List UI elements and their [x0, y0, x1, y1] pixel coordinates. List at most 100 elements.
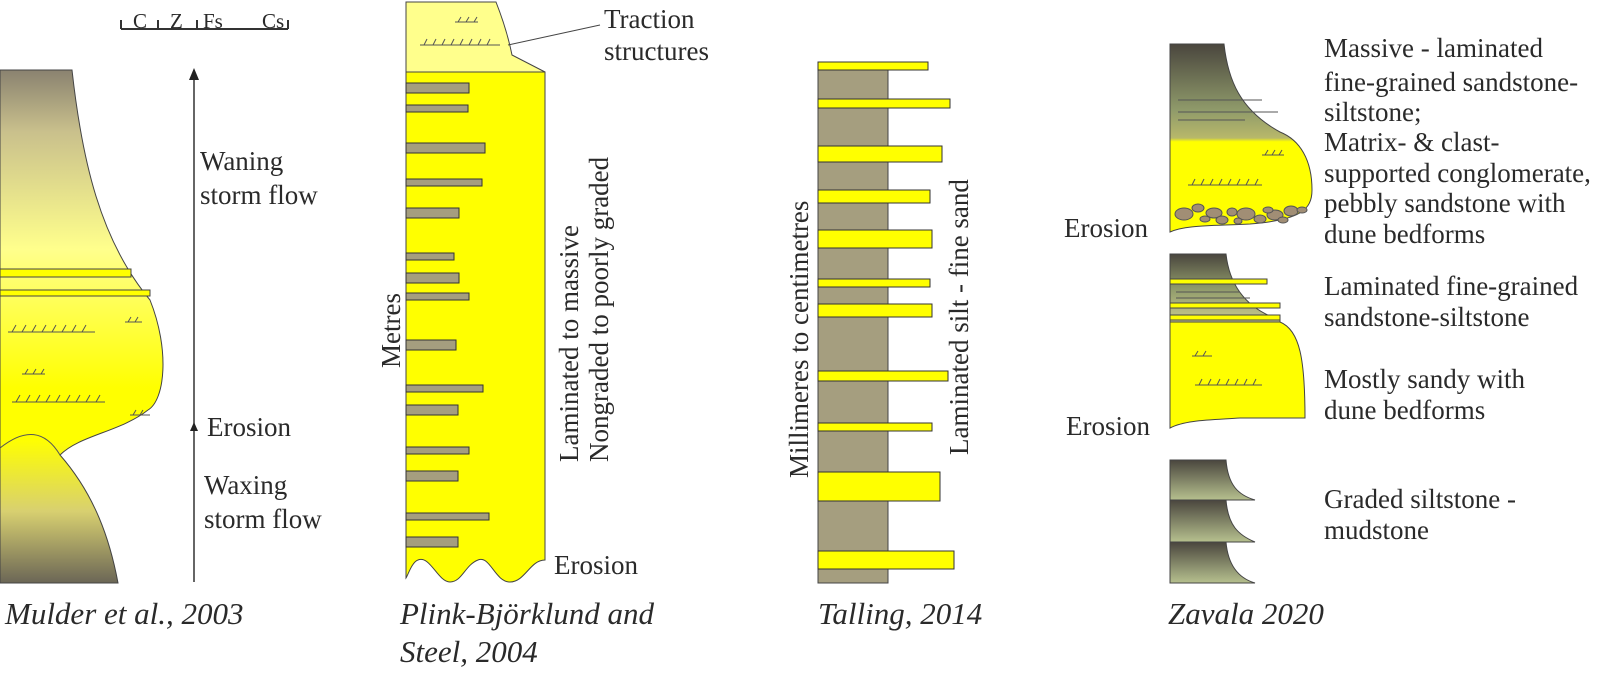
talling-scale-label: Millimeres to centimetres [784, 201, 814, 478]
talling-sand-bed [817, 61, 929, 71]
mulder-sand-lens-1 [0, 268, 132, 278]
pebble-clast [1253, 214, 1267, 224]
talling-sand-bed [817, 303, 933, 318]
zavala-column: Massive - laminated fine-grained sandsto… [1064, 33, 1591, 631]
talling-sand-bed [817, 370, 949, 382]
scale-label-fine-sand: Fs [203, 9, 223, 33]
zavala-unit1-line6: pebbly sandstone with [1324, 188, 1566, 218]
mulder-erosion-surface [0, 434, 61, 456]
talling-sand-beds [817, 61, 955, 570]
zavala-unit1-line2: fine-grained sandstone- [1324, 67, 1578, 97]
zavala-unit3-line1: Mostly sandy with [1324, 364, 1526, 394]
zavala-unit4-bed-2 [1169, 499, 1256, 543]
zavala-unit3-bed [1169, 321, 1306, 429]
talling-sand-bed [817, 471, 941, 502]
pebble-clast [1277, 216, 1289, 224]
arrow-head-icon [189, 68, 199, 80]
pebble-clast [1236, 207, 1256, 221]
waxing-label-line2: storm flow [204, 504, 322, 534]
zavala-unit2-sand-lens-1 [1169, 278, 1268, 285]
zavala-unit3-line2: dune bedforms [1324, 395, 1485, 425]
zavala-unit4-line2: mudstone [1324, 515, 1429, 545]
plink-mud-bands [405, 82, 490, 548]
zavala-unit2-bed [1169, 253, 1281, 323]
pebble-clast [1226, 207, 1238, 217]
plink-mud-band [405, 292, 470, 301]
pebble-clast [1199, 215, 1211, 223]
talling-sand-bed [817, 278, 931, 288]
plink-mud-band [405, 470, 459, 482]
plink-mud-band [405, 178, 483, 187]
talling-sand-bed [817, 145, 943, 163]
pebble-clast [1233, 217, 1243, 225]
plink-mud-band [405, 82, 470, 94]
scale-label-clay: C [133, 9, 147, 33]
plink-mud-band [405, 339, 457, 351]
pebble-clast [1283, 205, 1299, 217]
plink-traction-top [405, 1, 546, 73]
plink-mud-band [405, 207, 460, 219]
mulder-citation: Mulder et al., 2003 [4, 596, 244, 631]
plink-column: Traction structures Metres Laminated to … [376, 1, 709, 669]
zavala-unit1-bed [1169, 43, 1313, 233]
plink-mud-band [405, 404, 459, 416]
plink-mud-band [405, 142, 486, 154]
mulder-erosion-label: Erosion [207, 412, 291, 442]
talling-sand-bed [817, 98, 951, 109]
plink-mud-band [405, 536, 459, 548]
plink-traction-lamination [420, 16, 500, 46]
pebble-clast [1174, 207, 1194, 221]
pebble-clast [1262, 206, 1274, 214]
zavala-citation: Zavala 2020 [1168, 596, 1324, 631]
talling-mud-body [817, 63, 889, 584]
traction-leader-line [507, 24, 601, 46]
zavala-unit4-bed-3 [1169, 541, 1256, 584]
zavala-clasts [1174, 203, 1308, 225]
zavala-unit1-line4: Matrix- & clast- [1324, 127, 1499, 157]
talling-citation: Talling, 2014 [818, 596, 982, 631]
zavala-erosion-label-1: Erosion [1064, 213, 1148, 243]
mulder-column: C Z Fs Cs Waning storm flow Erosio [0, 9, 322, 631]
plink-citation-line1: Plink-Björklund and [399, 596, 654, 631]
plink-description-line1: Laminated to massive [554, 225, 584, 462]
talling-column: Millimeres to centimetres Laminated silt… [784, 61, 982, 631]
waning-label-line1: Waning [200, 146, 283, 176]
zavala-unit3-lamination [1192, 350, 1262, 386]
mulder-bed [0, 69, 164, 584]
talling-sand-bed [817, 550, 955, 570]
plink-description-line2: Nongraded to poorly graded [584, 156, 614, 462]
plink-mud-band [405, 252, 455, 261]
zavala-unit1-line1: Massive - laminated [1324, 33, 1543, 63]
erosion-arrow-icon [190, 422, 198, 431]
scale-label-coarse-sand: Cs [262, 9, 284, 33]
scale-label-silt: Z [170, 9, 183, 33]
zavala-unit1-line5: supported conglomerate, [1324, 158, 1591, 188]
plink-mud-band [405, 272, 460, 284]
grain-size-scale [120, 20, 289, 30]
traction-label-line2: structures [604, 36, 709, 66]
zavala-unit1-line7: dune bedforms [1324, 219, 1485, 249]
zavala-unit2-lamination [1176, 291, 1250, 299]
metres-label: Metres [376, 293, 406, 368]
talling-description-label: Laminated silt - fine sand [944, 179, 974, 455]
traction-label-line1: Traction [604, 4, 695, 34]
mulder-cross-lamination [8, 316, 150, 416]
zavala-unit2-sand-lens-2 [1169, 302, 1281, 309]
zavala-unit2-line1: Laminated fine-grained [1324, 271, 1579, 301]
zavala-unit1-line3: siltstone; [1324, 97, 1422, 127]
zavala-unit1-lamination [1178, 99, 1284, 186]
pebble-clast [1191, 203, 1205, 213]
plink-erosion-label: Erosion [554, 550, 638, 580]
zavala-unit2-line2: sandstone-siltstone [1324, 302, 1529, 332]
zavala-erosion-label-2: Erosion [1066, 411, 1150, 441]
talling-sand-bed [817, 189, 931, 204]
pebble-clast [1215, 215, 1229, 225]
zavala-unit2-sand-lens-3 [1169, 314, 1281, 321]
zavala-unit4-line1: Graded siltstone - [1324, 484, 1516, 514]
plink-mud-band [405, 104, 469, 113]
plink-mud-band [405, 512, 490, 521]
pebble-clast [1296, 206, 1308, 214]
plink-mud-band [405, 384, 484, 393]
waxing-label-line1: Waxing [204, 470, 287, 500]
